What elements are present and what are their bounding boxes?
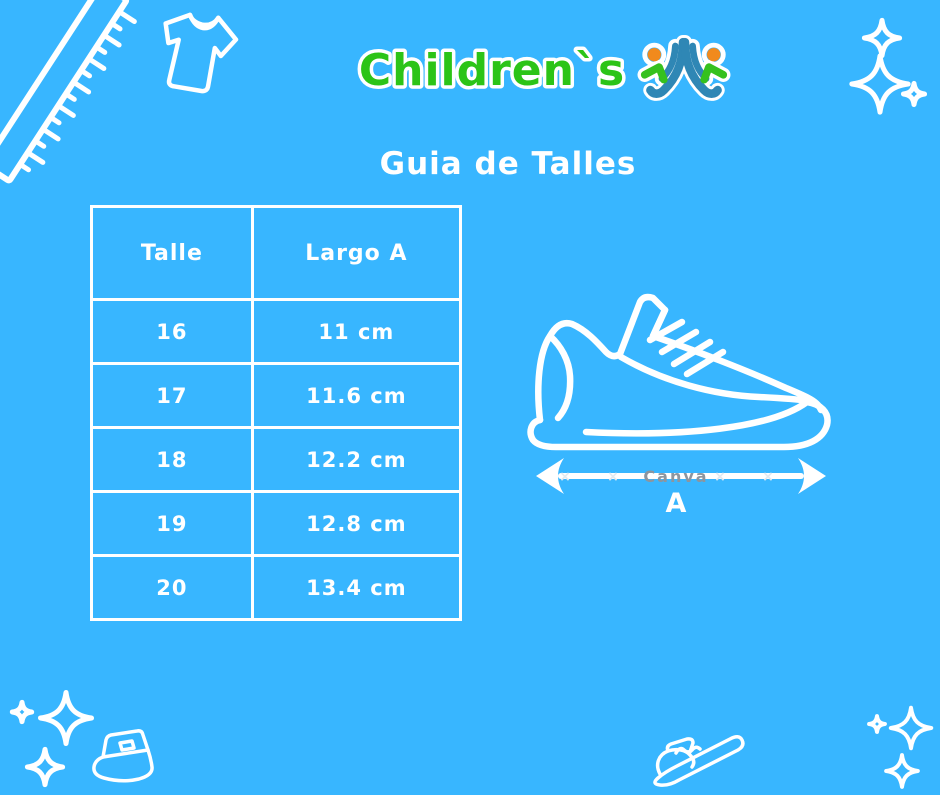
tshirt-icon	[163, 12, 239, 94]
bucket-hat-icon	[92, 729, 154, 783]
brand-name-text: Children`s	[359, 45, 625, 96]
watermark-x-marks: × × × ×	[559, 469, 774, 485]
table-cell: 16	[90, 298, 254, 365]
shoe-measurement-diagram: × × × × Canva A	[527, 293, 831, 519]
shoe-outline-icon	[527, 293, 831, 451]
arrowhead-right	[798, 458, 826, 494]
table-row: 19 12.8 cm	[90, 490, 463, 557]
ruler-icon	[0, 0, 137, 184]
table-cell: 20	[90, 554, 254, 621]
table-cell: 18	[90, 426, 254, 493]
table-cell: 17	[90, 362, 254, 429]
table-row: 17 11.6 cm	[90, 362, 463, 429]
measure-label-a: A	[666, 488, 687, 519]
measurement-arrow: × × × × Canva	[536, 458, 826, 494]
table-row: 16 11 cm	[90, 298, 463, 365]
sneaker-icon	[653, 735, 745, 787]
children-logo-icon	[637, 35, 731, 101]
page-title: Guia de Talles	[379, 146, 637, 182]
size-table: Talle Largo A 16 11 cm 17 11.6 cm 18 12.2 cm 1…	[90, 205, 463, 621]
table-cell: 12.8 cm	[250, 490, 463, 557]
table-cell: 11 cm	[250, 298, 463, 365]
svg-text:×: ×	[559, 469, 571, 485]
svg-text:×: ×	[762, 469, 774, 485]
column-header-talle: Talle	[90, 205, 254, 301]
table-row: 20 13.4 cm	[90, 554, 463, 621]
table-cell: 13.4 cm	[250, 554, 463, 621]
arrowhead-left	[536, 458, 564, 494]
table-cell: 12.2 cm	[250, 426, 463, 493]
size-table-body: 16 11 cm 17 11.6 cm 18 12.2 cm 19 12.8 cm 20 13.4…	[90, 298, 463, 621]
table-cell: 11.6 cm	[250, 362, 463, 429]
brand-logo: Children`s	[355, 34, 731, 106]
table-cell: 19	[90, 490, 254, 557]
sparkles-icon	[858, 703, 938, 793]
canva-watermark: Canva	[643, 467, 708, 486]
svg-text:×: ×	[607, 469, 619, 485]
sparkles-icon	[5, 685, 105, 795]
column-header-largo: Largo A	[250, 205, 463, 301]
table-header-row: Talle Largo A	[90, 205, 463, 301]
table-row: 18 12.2 cm	[90, 426, 463, 493]
svg-text:×: ×	[714, 469, 726, 485]
brand-wordmark: Children`s	[355, 42, 627, 100]
sparkles-icon	[822, 10, 940, 140]
